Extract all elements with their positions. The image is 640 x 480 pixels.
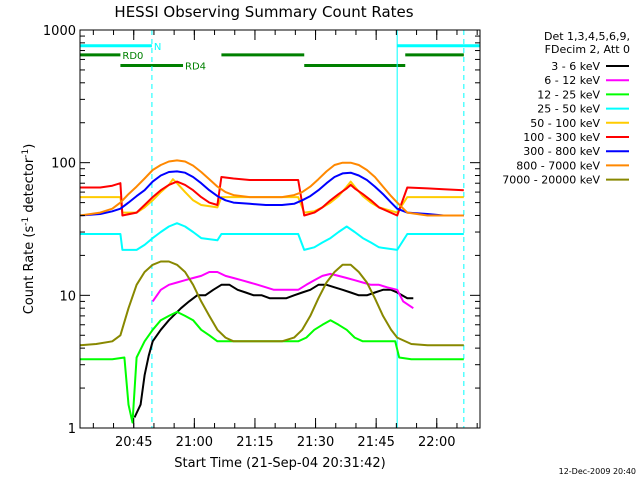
legend-label-7000-20000-kev: 7000 - 20000 keV	[502, 174, 600, 187]
y-tick-label: 10	[59, 289, 76, 304]
y-axis-label-mid: detector	[22, 157, 37, 217]
chart-title: HESSI Observing Summary Count Rates	[114, 3, 413, 21]
y-axis-ticks: 1 10 100 1000	[43, 24, 480, 437]
flag-n-label: N	[154, 42, 161, 53]
x-tick-label: 21:30	[297, 435, 334, 450]
legend-header-line2: FDecim 2, Att 0	[545, 43, 630, 56]
x-tick-label: 21:15	[236, 435, 273, 450]
x-tick-label: 21:45	[357, 435, 394, 450]
legend-label-12-25-kev: 12 - 25 keV	[537, 88, 600, 101]
legend-label-100-300-kev: 100 - 300 keV	[523, 131, 600, 144]
x-tick-label: 20:45	[115, 435, 152, 450]
y-tick-label: 1000	[43, 24, 76, 39]
series-12-25-kev	[80, 310, 464, 424]
series-lines	[80, 159, 464, 424]
date-stamp: 12-Dec-2009 20:40	[559, 467, 636, 476]
legend: Det 1,3,4,5,6,9, FDecim 2, Att 0 3 - 6 k…	[502, 30, 630, 187]
series-6-12-kev	[151, 271, 414, 310]
plot-frame	[79, 29, 481, 429]
x-tick-label: 21:00	[176, 435, 213, 450]
y-axis-label-main: Count Rate (s	[22, 226, 37, 315]
legend-header-line1: Det 1,3,4,5,6,9,	[544, 30, 630, 43]
y-axis-label: Count Rate (s-1 detector-1)	[21, 144, 37, 315]
series-7000-20000-kev	[80, 260, 464, 347]
y-tick-label: 100	[51, 157, 76, 172]
x-tick-label: 22:00	[418, 435, 455, 450]
legend-label-6-12-kev: 6 - 12 keV	[544, 74, 600, 87]
series-3-6-kev	[133, 283, 414, 418]
legend-label-50-100-kev: 50 - 100 keV	[530, 117, 600, 130]
y-tick-label: 1	[68, 422, 76, 437]
x-axis-ticks: 20:45 21:00 21:15 21:30 21:45 22:00	[92, 30, 478, 450]
series-25-50-kev	[80, 222, 464, 251]
series-800-7000-kev	[80, 159, 464, 217]
legend-label-800-7000-kev: 800 - 7000 keV	[516, 159, 600, 172]
y-axis-label-exp1: -1	[21, 217, 31, 226]
legend-label-25-50-kev: 25 - 50 keV	[537, 103, 600, 116]
flag-rd4-label: RD4	[185, 62, 206, 73]
reference-lines	[79, 30, 465, 428]
flag-rd0-label: RD0	[122, 51, 143, 62]
observing-flags: N RD0 RD4	[80, 42, 480, 73]
series-300-800-kev	[80, 170, 464, 217]
x-axis-label: Start Time (21-Sep-04 20:31:42)	[174, 456, 385, 471]
legend-label-3-6-kev: 3 - 6 keV	[551, 60, 600, 73]
legend-label-300-800-kev: 300 - 800 keV	[523, 145, 600, 158]
y-axis-label-end: )	[22, 144, 37, 149]
y-axis-label-exp2: -1	[21, 149, 31, 158]
series-100-300-kev	[80, 176, 464, 217]
